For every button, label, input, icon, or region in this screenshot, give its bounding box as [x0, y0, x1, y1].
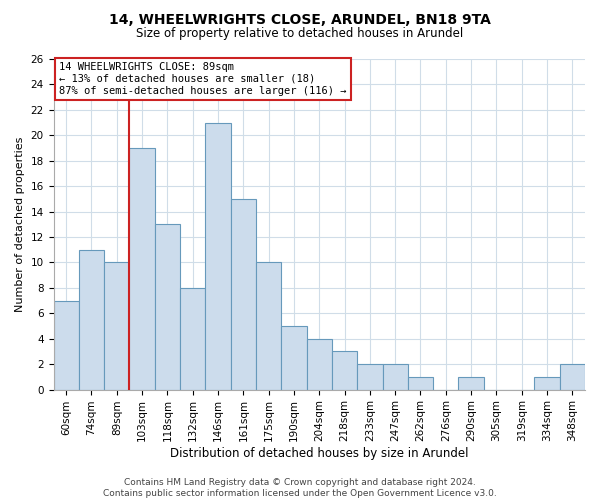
- X-axis label: Distribution of detached houses by size in Arundel: Distribution of detached houses by size …: [170, 447, 469, 460]
- Bar: [357, 364, 383, 390]
- Text: 14, WHEELWRIGHTS CLOSE, ARUNDEL, BN18 9TA: 14, WHEELWRIGHTS CLOSE, ARUNDEL, BN18 9T…: [109, 12, 491, 26]
- Bar: [383, 364, 408, 390]
- Bar: [130, 148, 155, 390]
- Bar: [230, 199, 256, 390]
- Bar: [560, 364, 585, 390]
- Bar: [307, 338, 332, 390]
- Text: Size of property relative to detached houses in Arundel: Size of property relative to detached ho…: [136, 28, 464, 40]
- Bar: [256, 262, 281, 390]
- Bar: [535, 377, 560, 390]
- Bar: [79, 250, 104, 390]
- Bar: [104, 262, 130, 390]
- Bar: [180, 288, 205, 390]
- Text: 14 WHEELWRIGHTS CLOSE: 89sqm
← 13% of detached houses are smaller (18)
87% of se: 14 WHEELWRIGHTS CLOSE: 89sqm ← 13% of de…: [59, 62, 346, 96]
- Bar: [205, 122, 230, 390]
- Bar: [281, 326, 307, 390]
- Bar: [155, 224, 180, 390]
- Y-axis label: Number of detached properties: Number of detached properties: [15, 136, 25, 312]
- Bar: [332, 352, 357, 390]
- Bar: [53, 300, 79, 390]
- Bar: [458, 377, 484, 390]
- Text: Contains HM Land Registry data © Crown copyright and database right 2024.
Contai: Contains HM Land Registry data © Crown c…: [103, 478, 497, 498]
- Bar: [408, 377, 433, 390]
